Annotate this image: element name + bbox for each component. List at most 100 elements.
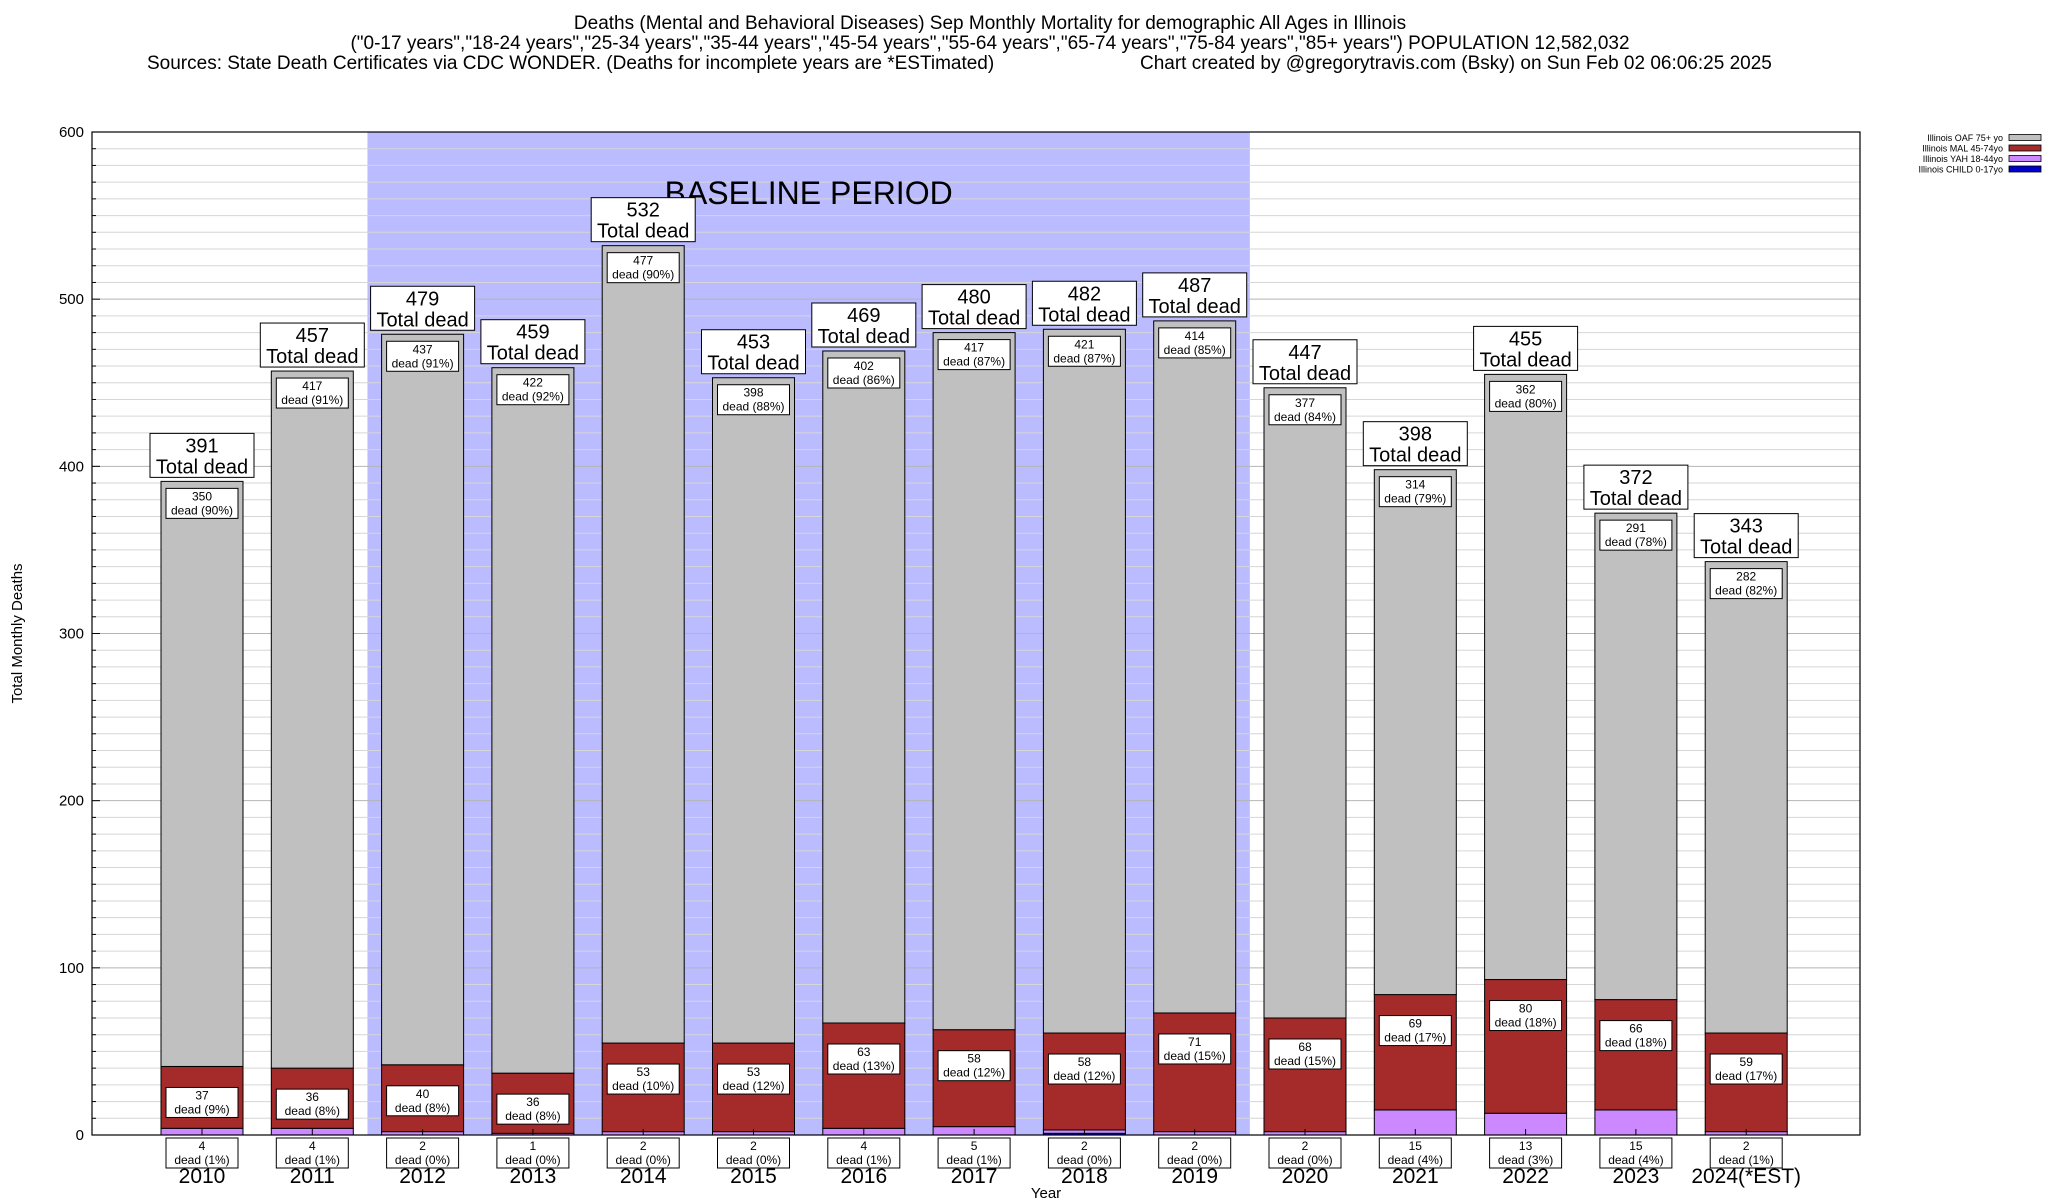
total-label-box: [259, 322, 365, 368]
segment-label-percent: dead (1%): [1719, 1153, 1774, 1167]
bar-segment: [712, 377, 795, 1044]
total-label-caption: Total dead: [928, 308, 1020, 330]
segment-label-box: [165, 487, 239, 519]
segment-label-value: 417: [964, 341, 984, 355]
total-label-value: 453: [737, 332, 770, 354]
total-label-caption: Total dead: [1479, 349, 1571, 371]
segment-label-value: 66: [1629, 1022, 1643, 1036]
segment-label-box: [1599, 1137, 1673, 1169]
total-label-value: 532: [627, 200, 660, 222]
segment-label-box: [606, 1063, 680, 1095]
total-label-caption: Total dead: [1038, 304, 1130, 326]
segment-label-box: [1489, 380, 1563, 412]
segment-label-box: [827, 1137, 901, 1169]
segment-label-percent: dead (78%): [1605, 535, 1667, 549]
segment-label-percent: dead (0%): [1167, 1153, 1222, 1167]
segment-label-percent: dead (91%): [281, 393, 343, 407]
segment-label-value: 350: [192, 489, 212, 503]
segment-label-percent: dead (91%): [392, 356, 454, 370]
total-label-caption: Total dead: [707, 353, 799, 375]
bar-segment: [491, 367, 575, 1074]
segment-label-value: 421: [1074, 337, 1094, 351]
total-label-value: 482: [1068, 283, 1101, 305]
x-tick-label: 2019: [1171, 1165, 1218, 1188]
total-label-value: 398: [1399, 424, 1432, 446]
segment-label-box: [386, 1137, 460, 1169]
segment-label-box: [1599, 519, 1673, 551]
segment-label-percent: dead (85%): [1164, 343, 1226, 357]
segment-label-percent: dead (80%): [1495, 396, 1557, 410]
segment-label-percent: dead (88%): [722, 400, 784, 414]
total-label-caption: Total dead: [1259, 363, 1351, 385]
segment-label-box: [1268, 1137, 1342, 1169]
segment-label-value: 59: [1740, 1055, 1754, 1069]
segment-label-box: [1489, 1137, 1563, 1169]
segment-label-value: 477: [633, 254, 653, 268]
segment-label-percent: dead (1%): [285, 1153, 340, 1167]
total-label-box: [1142, 272, 1248, 318]
legend-label: Illinois YAH 18-44yo: [1923, 154, 2003, 164]
x-tick-label: 2022: [1502, 1165, 1549, 1188]
legend-swatch: [2008, 134, 2042, 141]
segment-label-percent: dead (8%): [395, 1101, 450, 1115]
segment-label-percent: dead (90%): [171, 503, 233, 517]
segment-label-value: 314: [1405, 478, 1425, 492]
segment-label-value: 36: [526, 1095, 540, 1109]
segment-label-value: 53: [637, 1065, 651, 1079]
bar-segment: [822, 1022, 906, 1129]
x-tick-label: 2010: [179, 1165, 226, 1188]
segment-label-box: [1047, 1137, 1121, 1169]
segment-label-value: 53: [747, 1065, 761, 1079]
segment-label-value: 377: [1295, 396, 1315, 410]
segment-label-value: 2: [1081, 1139, 1088, 1153]
segment-label-percent: dead (4%): [1608, 1153, 1663, 1167]
total-label-caption: Total dead: [376, 309, 468, 331]
chart-title: Deaths (Mental and Behavioral Diseases) …: [573, 13, 1407, 34]
segment-label-box: [1709, 568, 1783, 600]
segment-label-value: 422: [523, 376, 543, 390]
segment-label-percent: dead (92%): [502, 390, 564, 404]
segment-label-box: [496, 1093, 570, 1125]
legend-label: Illinois MAL 45-74yo: [1922, 144, 2003, 154]
baseline-period-label: BASELINE PERIOD: [665, 175, 953, 211]
total-label-caption: Total dead: [1369, 445, 1461, 467]
segment-label-value: 4: [860, 1139, 867, 1153]
bar-segment: [1153, 320, 1237, 1014]
segment-label-value: 414: [1185, 329, 1205, 343]
segment-label-box: [827, 1043, 901, 1075]
segment-label-value: 4: [309, 1139, 316, 1153]
total-label-box: [1583, 464, 1689, 510]
total-label-value: 459: [516, 322, 549, 344]
bar-segment: [1484, 373, 1568, 981]
y-tick-label: 400: [59, 458, 84, 475]
legend-label: Illinois CHILD 0-17yo: [1918, 165, 2003, 175]
segment-label-percent: dead (8%): [285, 1104, 340, 1118]
segment-label-box: [165, 1137, 239, 1169]
legend-swatch: [2008, 144, 2042, 152]
bar-segment: [1042, 328, 1126, 1034]
segment-label-percent: dead (1%): [946, 1153, 1001, 1167]
bar-segment: [270, 370, 354, 1069]
total-label-value: 457: [296, 325, 329, 347]
segment-label-box: [1268, 394, 1342, 426]
segment-label-box: [717, 384, 790, 416]
segment-label-percent: dead (4%): [1388, 1153, 1443, 1167]
total-label-caption: Total dead: [487, 343, 579, 365]
segment-label-box: [1489, 1000, 1563, 1032]
x-tick-label: 2013: [510, 1165, 557, 1188]
segment-label-box: [1047, 1053, 1121, 1085]
segment-label-percent: dead (1%): [174, 1153, 229, 1167]
segment-label-percent: dead (17%): [1715, 1069, 1777, 1083]
segment-label-percent: dead (9%): [174, 1102, 229, 1116]
total-label-box: [811, 302, 917, 348]
segment-label-percent: dead (90%): [612, 268, 674, 282]
x-tick-label: 2014: [620, 1165, 667, 1188]
segment-label-value: 2: [750, 1139, 757, 1153]
segment-label-percent: dead (15%): [1164, 1049, 1226, 1063]
segment-label-box: [386, 340, 460, 372]
bar-segment: [1594, 512, 1678, 1001]
total-label-box: [1031, 280, 1137, 326]
y-tick-label: 0: [76, 1127, 84, 1144]
total-label-value: 455: [1509, 328, 1542, 350]
segment-label-percent: dead (18%): [1495, 1016, 1557, 1030]
